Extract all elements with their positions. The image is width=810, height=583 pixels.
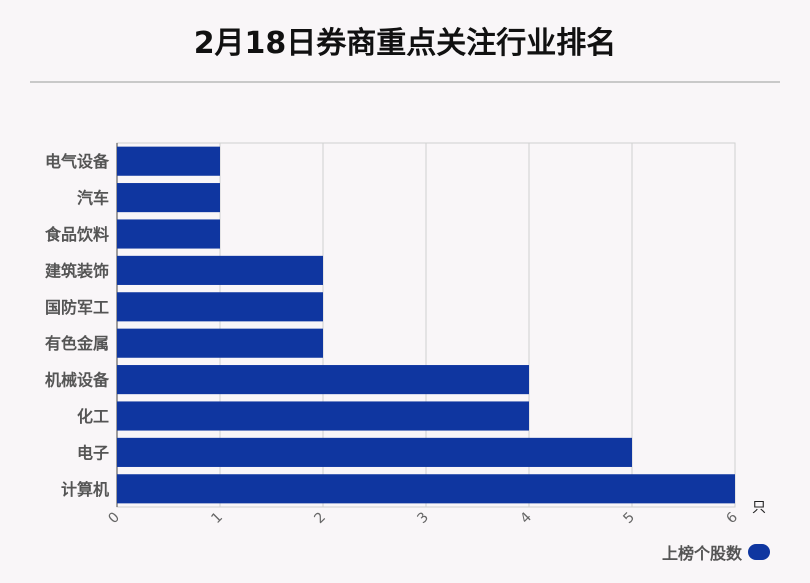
bar [117, 292, 323, 322]
x-unit-label: 只 [752, 500, 766, 516]
bar [117, 365, 529, 395]
category-label: 机械设备 [45, 371, 110, 390]
category-label: 国防军工 [45, 298, 109, 317]
x-tick-label: 4 [517, 509, 535, 527]
x-tick-label: 2 [311, 509, 329, 527]
x-tick-label: 0 [105, 509, 123, 527]
bar [117, 328, 323, 358]
bar [117, 183, 220, 213]
legend: 上榜个股数 [662, 540, 770, 564]
x-tick-label: 3 [414, 509, 432, 527]
bar [117, 219, 220, 249]
bar [117, 437, 632, 467]
category-label: 汽车 [77, 189, 109, 208]
legend-swatch [748, 544, 770, 560]
legend-label: 上榜个股数 [661, 544, 742, 563]
title-divider [30, 81, 780, 83]
category-label: 电气设备 [45, 152, 110, 171]
category-label: 电子 [77, 443, 109, 462]
bar [117, 255, 323, 285]
chart-title: 2月18日券商重点关注行业排名 [193, 26, 617, 61]
bar [117, 401, 529, 431]
bar [117, 474, 735, 504]
category-label: 建筑装饰 [45, 261, 109, 280]
category-label: 化工 [77, 407, 109, 426]
x-tick-label: 6 [723, 509, 741, 527]
category-label: 食品饮料 [44, 225, 109, 244]
category-label: 计算机 [61, 480, 109, 499]
category-label: 有色金属 [45, 334, 109, 353]
x-tick-label: 1 [208, 509, 226, 527]
bar [117, 146, 220, 176]
x-tick-label: 5 [620, 509, 638, 527]
